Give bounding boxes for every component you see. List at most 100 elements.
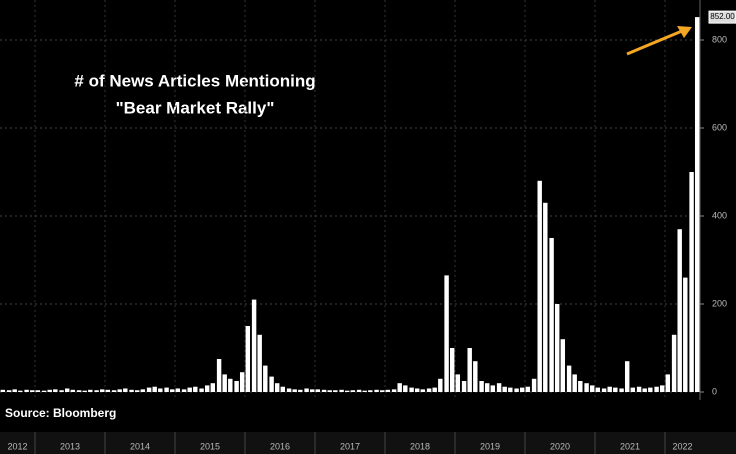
bar <box>204 385 210 392</box>
bar <box>152 386 157 392</box>
bar <box>105 389 111 392</box>
arrow-head <box>677 26 692 38</box>
bar <box>665 374 671 392</box>
y-tick-label: 200 <box>712 298 727 308</box>
bar <box>339 389 344 392</box>
bar <box>199 388 204 392</box>
bar <box>379 390 385 392</box>
bar <box>239 372 245 392</box>
bar <box>164 387 169 392</box>
bar <box>134 390 140 392</box>
bar <box>490 385 496 392</box>
last-value-label: 852.00 <box>710 12 735 21</box>
x-tick-label: 2022 <box>672 441 692 451</box>
bar <box>409 387 414 392</box>
bar <box>397 383 402 392</box>
bar <box>59 390 64 392</box>
y-tick-label: 0 <box>712 386 717 396</box>
bar <box>76 390 82 392</box>
bar <box>554 304 560 392</box>
source: Source: Bloomberg <box>5 406 116 420</box>
bar <box>327 390 332 392</box>
source-band <box>0 403 736 425</box>
bar <box>344 390 350 392</box>
bar <box>543 202 548 392</box>
bar <box>420 389 426 392</box>
x-tick-label: 2018 <box>410 441 430 451</box>
bar <box>356 389 362 392</box>
bar <box>508 387 513 392</box>
bar <box>245 326 251 392</box>
x-tick-label: 2015 <box>200 441 220 451</box>
y-tick-label: 600 <box>712 122 727 132</box>
bar <box>461 381 467 392</box>
bar <box>140 389 146 392</box>
bar <box>671 334 677 392</box>
bar <box>642 388 647 392</box>
bar <box>187 387 192 392</box>
bar <box>654 386 659 392</box>
bar <box>403 385 408 392</box>
bar <box>94 390 99 392</box>
x-tick-label: 2013 <box>60 441 80 451</box>
bar <box>263 365 268 392</box>
x-tick-label: 2012 <box>7 441 27 451</box>
bar <box>333 390 338 392</box>
bar <box>292 389 297 392</box>
bar <box>584 383 589 392</box>
bar <box>123 388 128 392</box>
bar <box>426 388 432 392</box>
bar <box>636 386 642 392</box>
bar <box>531 378 537 392</box>
bar <box>0 389 6 392</box>
bar <box>444 275 449 392</box>
bar <box>514 388 519 392</box>
bar <box>304 388 309 392</box>
bar <box>35 390 41 392</box>
bar <box>566 365 572 392</box>
bar <box>519 387 525 392</box>
bar <box>29 390 35 392</box>
chart-title: "Bear Market Rally" <box>116 98 275 117</box>
bar <box>455 374 461 392</box>
bar <box>228 378 233 392</box>
bar <box>578 381 583 392</box>
bar <box>432 387 437 392</box>
bar <box>64 388 70 392</box>
bar <box>321 389 327 392</box>
bar <box>193 386 198 392</box>
bar <box>210 383 216 392</box>
bar <box>619 388 624 392</box>
x-tick-label: 2014 <box>130 441 150 451</box>
bar <box>53 389 58 392</box>
bar <box>99 389 105 392</box>
bar <box>479 381 484 392</box>
bar <box>82 390 87 392</box>
bar <box>6 390 12 392</box>
bar <box>111 390 117 392</box>
bar <box>502 386 507 392</box>
bar <box>613 387 618 392</box>
bar <box>689 172 694 392</box>
bar <box>169 389 175 392</box>
bar <box>624 361 630 392</box>
bar <box>146 387 152 392</box>
bar <box>234 381 239 392</box>
y-tick-label: 800 <box>712 34 727 44</box>
x-tick-label: 2019 <box>480 441 500 451</box>
bar <box>560 339 566 392</box>
bar <box>630 387 636 392</box>
last-value-box <box>708 10 736 24</box>
bar <box>280 386 286 392</box>
x-tick-label: 2016 <box>270 441 290 451</box>
bar <box>648 387 653 392</box>
bar <box>683 277 688 392</box>
bar <box>589 385 595 392</box>
y-tick-label: 400 <box>712 210 727 220</box>
x-tick-label: 2020 <box>550 441 570 451</box>
bar <box>47 389 52 392</box>
bar <box>414 388 420 392</box>
bar <box>572 374 577 392</box>
bar <box>449 348 455 392</box>
